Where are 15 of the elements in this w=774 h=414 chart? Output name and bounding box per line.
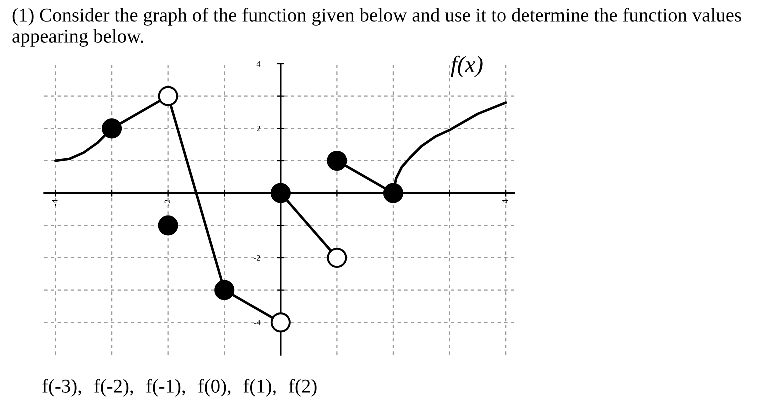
text: f(-2), (94, 379, 134, 397)
text: f(-3), (42, 379, 82, 397)
series-label: f(x) (451, 56, 483, 78)
text: f(2) (289, 379, 317, 397)
x-tick-label: 4 (502, 200, 508, 204)
text: f(-1), (146, 379, 186, 397)
x-tick-label: -2 (164, 200, 170, 206)
y-tick-label: 4 (256, 61, 261, 67)
chart-title: (1) Consider the graph of the function given below and use it to determine the function values appearing below. (12, 8, 742, 47)
y-tick-label: -4 (254, 320, 261, 326)
text: f(0), (198, 379, 231, 397)
y-tick-label: 2 (256, 126, 260, 132)
text: f(1), (244, 379, 276, 397)
x-tick-label: -4 (52, 200, 58, 206)
y-tick-label: -2 (254, 255, 260, 261)
